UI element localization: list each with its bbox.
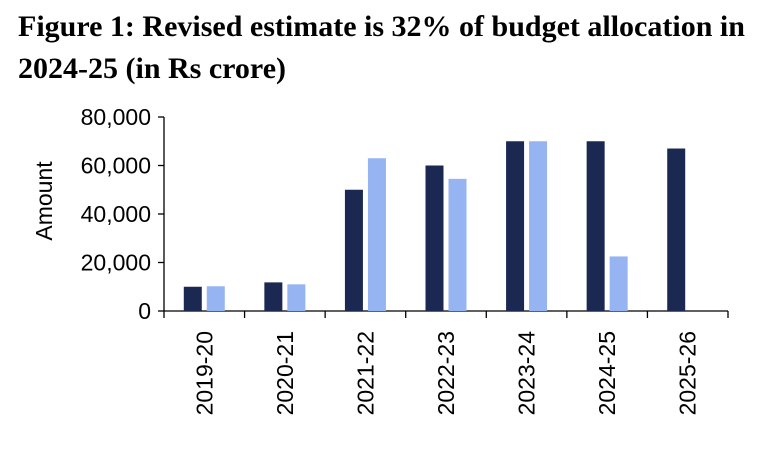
x-tick-label: 2023-24 <box>514 331 540 416</box>
bar-budget-allocation-2024-25 <box>586 141 605 311</box>
y-axis: 0 20,000 40,000 60,000 80,000 <box>81 104 165 324</box>
x-tick-label: 2024-25 <box>594 331 620 415</box>
bars <box>183 141 686 311</box>
y-tick-label: 80,000 <box>81 104 151 130</box>
bar-budget-allocation-2019-20 <box>183 286 202 311</box>
bar-budget-allocation-2023-24 <box>506 141 525 311</box>
chart-title: Figure 1: Revised estimate is 32% of bud… <box>18 10 745 85</box>
bar-revised-estimate-2021-22 <box>367 158 386 311</box>
bar-budget-allocation-2022-23 <box>425 165 444 311</box>
x-tick-label: 2020-21 <box>272 331 298 415</box>
bar-budget-allocation-2021-22 <box>344 189 363 311</box>
y-tick-label: 0 <box>138 298 151 324</box>
bar-revised-estimate-2020-21 <box>287 284 306 311</box>
x-tick-label: 2021-22 <box>352 331 378 415</box>
bar-budget-allocation-2025-26 <box>667 148 686 311</box>
bar-budget-allocation-2020-21 <box>264 282 283 311</box>
bar-revised-estimate-2022-23 <box>448 178 467 311</box>
x-tick-label: 2025-26 <box>675 331 701 415</box>
bar-revised-estimate-2024-25 <box>609 256 628 311</box>
bar-revised-estimate-2023-24 <box>529 141 548 311</box>
bar-revised-estimate-2019-20 <box>206 286 225 311</box>
y-tick-label: 40,000 <box>81 201 151 227</box>
y-axis-title: Amount <box>31 161 57 241</box>
x-tick-label: 2022-23 <box>433 331 459 415</box>
x-tick-label: 2019-20 <box>191 331 217 415</box>
y-tick-label: 20,000 <box>81 250 151 276</box>
x-axis: 2019-20 2020-21 2021-22 2022-23 2023-24 2024-… <box>163 310 729 416</box>
y-tick-label: 60,000 <box>81 153 151 179</box>
